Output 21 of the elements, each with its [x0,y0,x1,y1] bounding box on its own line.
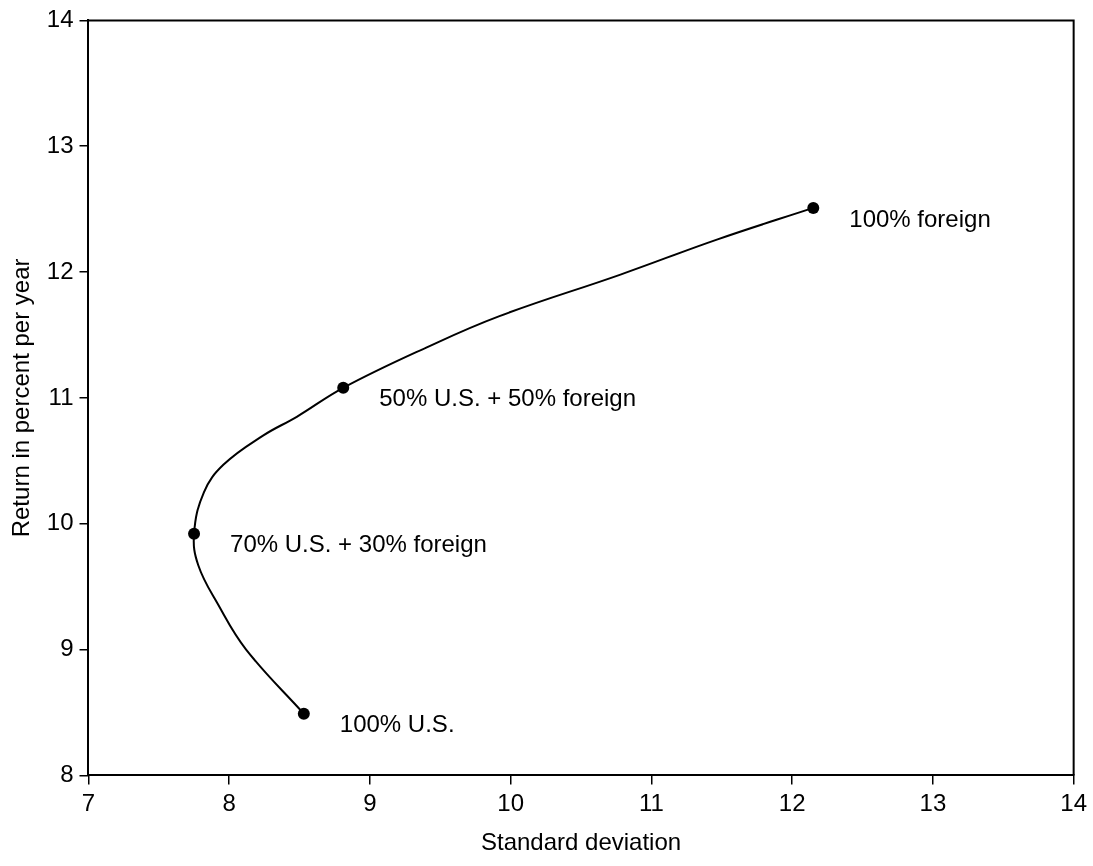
annotation: 50% U.S. + 50% foreign [379,384,637,412]
x-tick-label: 11 [638,789,664,817]
y-tick-label: 8 [60,760,74,788]
x-tick-label: 12 [778,789,806,817]
y-tick-label: 10 [46,508,74,536]
y-tick-label: 11 [48,382,74,410]
y-tick-label: 13 [46,130,74,158]
x-tick-label: 8 [222,789,236,817]
y-tick-label: 14 [46,5,74,33]
x-tick-label: 14 [1060,789,1087,817]
x-tick-label: 7 [81,789,96,817]
x-tick-label: 10 [497,789,525,817]
y-axis-title: Return in percent per year [7,258,35,538]
x-tick-label: 9 [363,789,377,817]
x-tick-label: 13 [919,789,947,817]
annotation: 70% U.S. + 30% foreign [230,530,487,558]
annotation: 100% foreign [849,204,991,232]
x-axis-title: Standard deviation [481,828,682,856]
y-tick-label: 12 [46,256,74,284]
y-tick-label: 9 [60,634,74,662]
annotation: 100% U.S. [339,710,455,738]
